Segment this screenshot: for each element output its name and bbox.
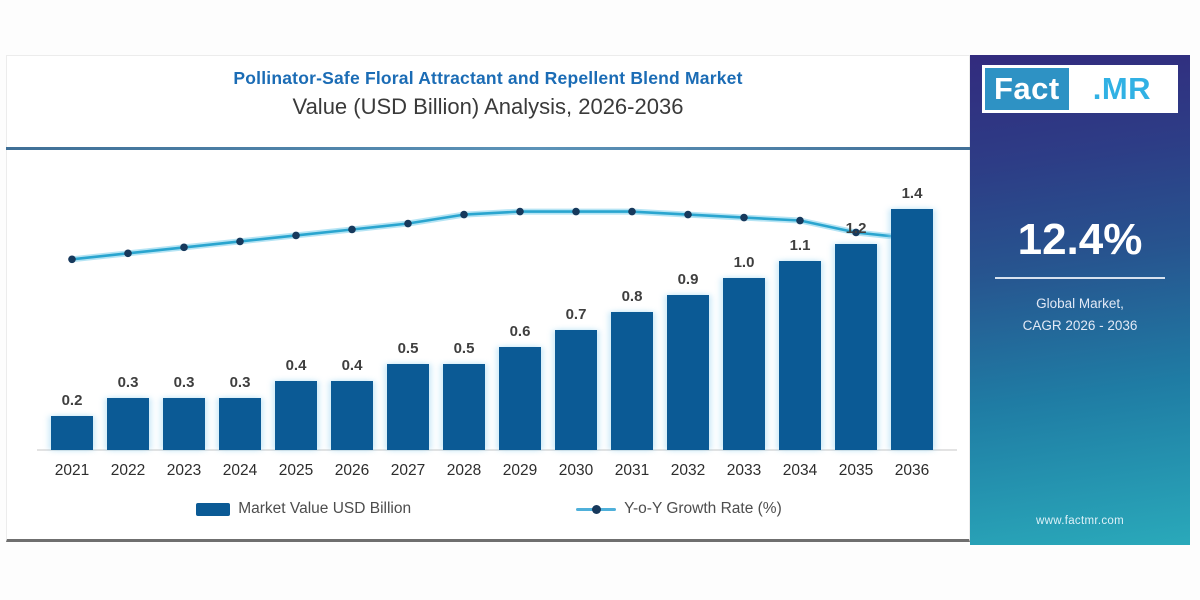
growth-line-dot-2025 (292, 231, 300, 240)
growth-line-dot-2027 (404, 219, 412, 228)
line-series-swatch (576, 503, 617, 516)
bar-2021 (51, 416, 93, 450)
growth-line-dot-2023 (180, 243, 188, 252)
bar-2034 (779, 261, 821, 450)
chart-plot-area: 0.2 0.3 0.3 0.3 0.4 0.4 0.5 0.5 0.6 0.7 0.8 0.9 1.0 1… (7, 150, 971, 451)
x-tick-2028: 2028 (446, 462, 482, 479)
x-tick-2033: 2033 (726, 462, 762, 479)
x-tick-2035: 2035 (838, 462, 874, 479)
x-tick-2034: 2034 (782, 462, 818, 479)
x-tick-2025: 2025 (278, 462, 314, 479)
bar-value-label-2032: 0.9 (677, 271, 699, 288)
bar-value-label-2033: 1.0 (733, 254, 755, 271)
x-tick-2029: 2029 (502, 462, 538, 479)
growth-line-dot-2024 (236, 237, 244, 246)
x-tick-2021: 2021 (54, 462, 90, 479)
growth-line-dot-2021 (68, 255, 76, 264)
growth-line-dot-2035 (852, 228, 860, 237)
bar-value-label-2021: 0.2 (61, 392, 83, 409)
x-tick-2031: 2031 (614, 462, 650, 479)
website-url: www.factmr.com (1036, 515, 1124, 527)
bar-2026 (331, 381, 373, 450)
bar-2023 (163, 398, 205, 450)
x-tick-2032: 2032 (670, 462, 706, 479)
bar-2028 (443, 364, 485, 450)
brand-sidebar: Fact .MR 12.4% Global Market, CAGR 2026 … (970, 55, 1190, 545)
page-subtitle: Value (USD Billion) Analysis, 2026-2036 (292, 94, 684, 119)
legend-item-growth-rate: Y-o-Y Growth Rate (%) (576, 500, 782, 518)
legend-item-market-value: Market Value USD Billion (196, 500, 411, 518)
x-tick-2024: 2024 (222, 462, 258, 479)
x-tick-2036: 2036 (894, 462, 930, 479)
cagr-caption-line1: Global Market, (1036, 296, 1124, 311)
legend-label-market-value: Market Value USD Billion (238, 500, 412, 517)
bar-value-label-2031: 0.8 (621, 288, 643, 305)
x-tick-2026: 2026 (334, 462, 370, 479)
title-divider (6, 147, 972, 150)
bar-value-label-2034: 1.1 (789, 237, 811, 254)
x-tick-2022: 2022 (110, 462, 146, 479)
cagr-caption-line2: CAGR 2026 - 2036 (1022, 317, 1138, 333)
growth-line-dot-2031 (628, 207, 636, 216)
cagr-value: 12.4% (1017, 215, 1143, 264)
bar-2024 (219, 398, 261, 450)
bar-value-label-2029: 0.6 (509, 323, 531, 340)
bar-value-label-2024: 0.3 (229, 374, 251, 391)
page-title: Pollinator-Safe Floral Attractant and Re… (233, 68, 743, 88)
bar-2029 (499, 347, 541, 450)
bar-2027 (387, 364, 429, 450)
growth-line-dot-2029 (516, 207, 524, 216)
bar-2035 (835, 244, 877, 450)
x-tick-2030: 2030 (558, 462, 594, 479)
bar-value-label-2036: 1.4 (901, 185, 923, 202)
growth-line-dot-2034 (796, 216, 804, 225)
bar-value-label-2025: 0.4 (285, 357, 307, 374)
bar-2025 (275, 381, 317, 450)
growth-line (71, 210, 913, 261)
cagr-caption: Global Market, CAGR 2026 - 2036 (970, 293, 1190, 336)
x-axis-labels: 2021 2022 2023 2024 2025 2026 2027 2028 2029 2030… (7, 462, 971, 484)
bar-value-label-2030: 0.7 (565, 306, 587, 323)
bar-value-label-2027: 0.5 (397, 340, 419, 357)
bar-value-label-2035: 1.2 (845, 220, 867, 237)
legend-label-growth-rate: Y-o-Y Growth Rate (%) (624, 500, 782, 517)
growth-line-dot-2032 (684, 210, 692, 219)
bar-value-label-2026: 0.4 (341, 357, 363, 374)
bar-2033 (723, 278, 765, 450)
x-axis-baseline (37, 449, 957, 451)
chart-legend: Market Value USD Billion Y-o-Y Growth Ra… (7, 500, 971, 518)
growth-line-dot-2026 (348, 225, 356, 234)
growth-line-dot-2028 (460, 210, 468, 219)
logo-mr-segment: .MR (1068, 68, 1175, 110)
bar-value-label-2023: 0.3 (173, 374, 195, 391)
x-tick-2027: 2027 (390, 462, 426, 479)
bar-2032 (667, 295, 709, 450)
bar-value-label-2028: 0.5 (453, 340, 475, 357)
bar-2022 (107, 398, 149, 450)
growth-line-chart (68, 207, 918, 264)
growth-line-dot-2022 (124, 249, 132, 258)
bar-value-label-2022: 0.3 (117, 374, 139, 391)
growth-line-dot-2033 (740, 213, 748, 222)
chart-card: Pollinator-Safe Floral Attractant and Re… (6, 55, 972, 542)
bar-2036 (891, 209, 933, 450)
growth-line-dot-2030 (572, 207, 580, 216)
factmr-logo: Fact .MR (982, 65, 1178, 113)
cagr-divider (995, 277, 1165, 279)
bar-series-swatch (196, 502, 231, 516)
x-tick-2023: 2023 (166, 462, 202, 479)
bar-2031 (611, 312, 653, 450)
bar-2030 (555, 330, 597, 450)
logo-fact-segment: Fact (985, 68, 1069, 110)
